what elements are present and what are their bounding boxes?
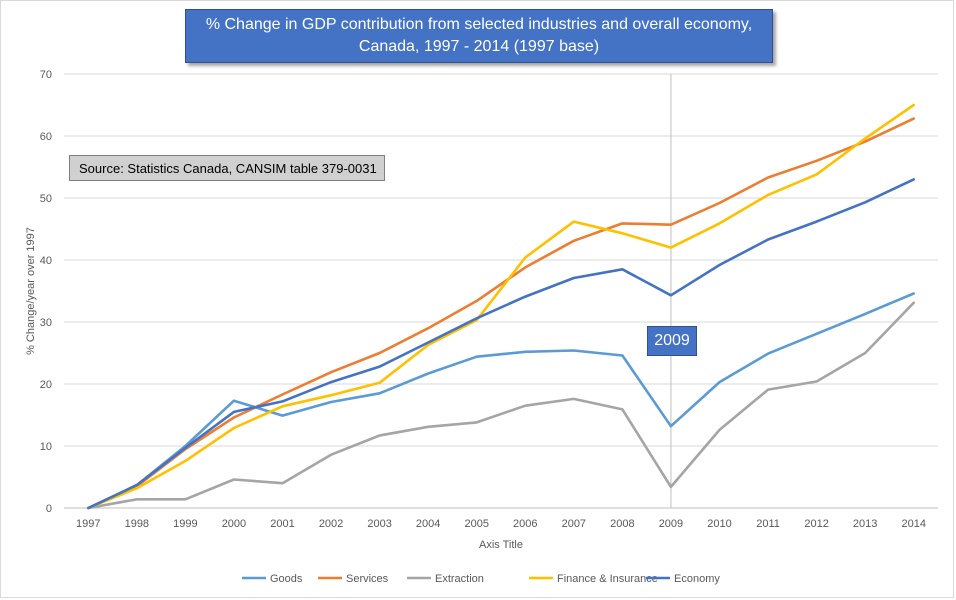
- chart-title-line2: Canada, 1997 - 2014 (1997 base): [358, 38, 600, 55]
- x-tick-label: 2003: [367, 518, 391, 530]
- x-tick-label: 2012: [804, 518, 828, 530]
- x-tick-label: 2005: [464, 518, 488, 530]
- legend-item: Economy: [646, 573, 720, 585]
- x-tick-label: 2014: [901, 518, 925, 530]
- x-tick-label: 1997: [76, 518, 100, 530]
- x-tick-label: 2001: [270, 518, 294, 530]
- y-tick-label: 0: [46, 503, 52, 515]
- x-tick-label: 2007: [562, 518, 586, 530]
- source-note: Source: Statistics Canada, CANSIM table …: [69, 155, 385, 181]
- series-line-finance-insurance: [87, 103, 916, 510]
- legend-label: Extraction: [435, 573, 484, 585]
- y-tick-label: 50: [40, 193, 52, 205]
- legend-label: Goods: [270, 573, 303, 585]
- series-line-goods: [87, 292, 916, 510]
- x-axis-title: Axis Title: [479, 539, 523, 551]
- x-tick-label: 2000: [222, 518, 246, 530]
- y-tick-label: 60: [40, 131, 52, 143]
- chart-title: % Change in GDP contribution from select…: [185, 9, 773, 63]
- legend-item: Goods: [242, 573, 303, 585]
- x-tick-label: 2010: [707, 518, 731, 530]
- legend-item: Finance & Insurance: [529, 573, 658, 585]
- legend-label: Finance & Insurance: [557, 573, 658, 585]
- legend: Goods Services Extraction Finance & Insuran…: [242, 573, 720, 585]
- legend-item: Extraction: [407, 573, 484, 585]
- x-tick-label: 2011: [756, 518, 780, 530]
- y-tick-label: 70: [40, 69, 52, 81]
- x-tick-label: 2009: [659, 518, 683, 530]
- x-tick-label: 2006: [513, 518, 537, 530]
- x-tick-label: 2008: [610, 518, 634, 530]
- y-tick-label: 40: [40, 255, 52, 267]
- legend-label: Economy: [674, 573, 720, 585]
- y-axis-title: % Change/year over 1997: [25, 227, 37, 355]
- series-line-extraction: [87, 301, 916, 510]
- series-line-economy: [87, 178, 916, 510]
- legend-label: Services: [346, 573, 389, 585]
- y-tick-label: 10: [40, 441, 52, 453]
- y-tick-label: 30: [40, 317, 52, 329]
- y-tick-label: 20: [40, 379, 52, 391]
- series-line-services: [87, 117, 916, 510]
- legend-item: Services: [318, 573, 389, 585]
- x-tick-label: 1999: [173, 518, 197, 530]
- axes: 0 10 20 30 40 50 60 70 1997 1998 1999 2000 2001 2002 2…: [40, 69, 926, 530]
- chart-title-line1: % Change in GDP contribution from select…: [205, 16, 753, 33]
- series-lines: [87, 103, 916, 510]
- x-tick-label: 2004: [416, 518, 440, 530]
- x-tick-label: 2002: [319, 518, 343, 530]
- year-callout: 2009: [647, 326, 697, 356]
- x-tick-label: 2013: [853, 518, 877, 530]
- x-tick-label: 1998: [125, 518, 149, 530]
